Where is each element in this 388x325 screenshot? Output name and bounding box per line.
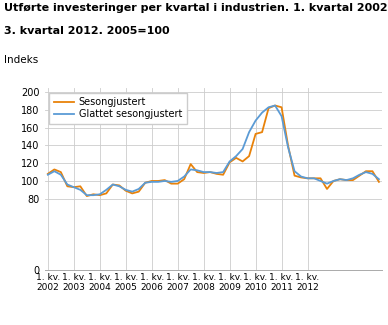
Text: 3. kvartal 2012. 2005=100: 3. kvartal 2012. 2005=100 (4, 26, 170, 36)
Glattet sesongjustert (227, 160, 232, 163)
Glattet sesongjustert (85, 193, 89, 197)
Text: Indeks: Indeks (4, 55, 38, 65)
Glattet sesongjustert (266, 105, 271, 109)
Glattet sesongjustert (253, 119, 258, 123)
Sesongjustert (45, 172, 50, 176)
Sesongjustert (85, 194, 89, 198)
Sesongjustert (253, 132, 258, 136)
Glattet sesongjustert (169, 180, 173, 184)
Glattet sesongjustert (273, 104, 277, 108)
Legend: Sesongjustert, Glattet sesongjustert: Sesongjustert, Glattet sesongjustert (50, 93, 187, 124)
Glattet sesongjustert (377, 177, 381, 181)
Glattet sesongjustert (71, 185, 76, 189)
Line: Sesongjustert: Sesongjustert (48, 106, 379, 196)
Sesongjustert (377, 180, 381, 184)
Sesongjustert (208, 170, 213, 174)
Text: Utførte investeringer per kvartal i industrien. 1. kvartal 2002-: Utførte investeringer per kvartal i indu… (4, 3, 388, 13)
Sesongjustert (71, 185, 76, 189)
Glattet sesongjustert (208, 170, 213, 174)
Sesongjustert (266, 106, 271, 110)
Glattet sesongjustert (45, 173, 50, 177)
Sesongjustert (227, 160, 232, 164)
Sesongjustert (169, 182, 173, 186)
Line: Glattet sesongjustert: Glattet sesongjustert (48, 106, 379, 195)
Sesongjustert (273, 104, 277, 108)
